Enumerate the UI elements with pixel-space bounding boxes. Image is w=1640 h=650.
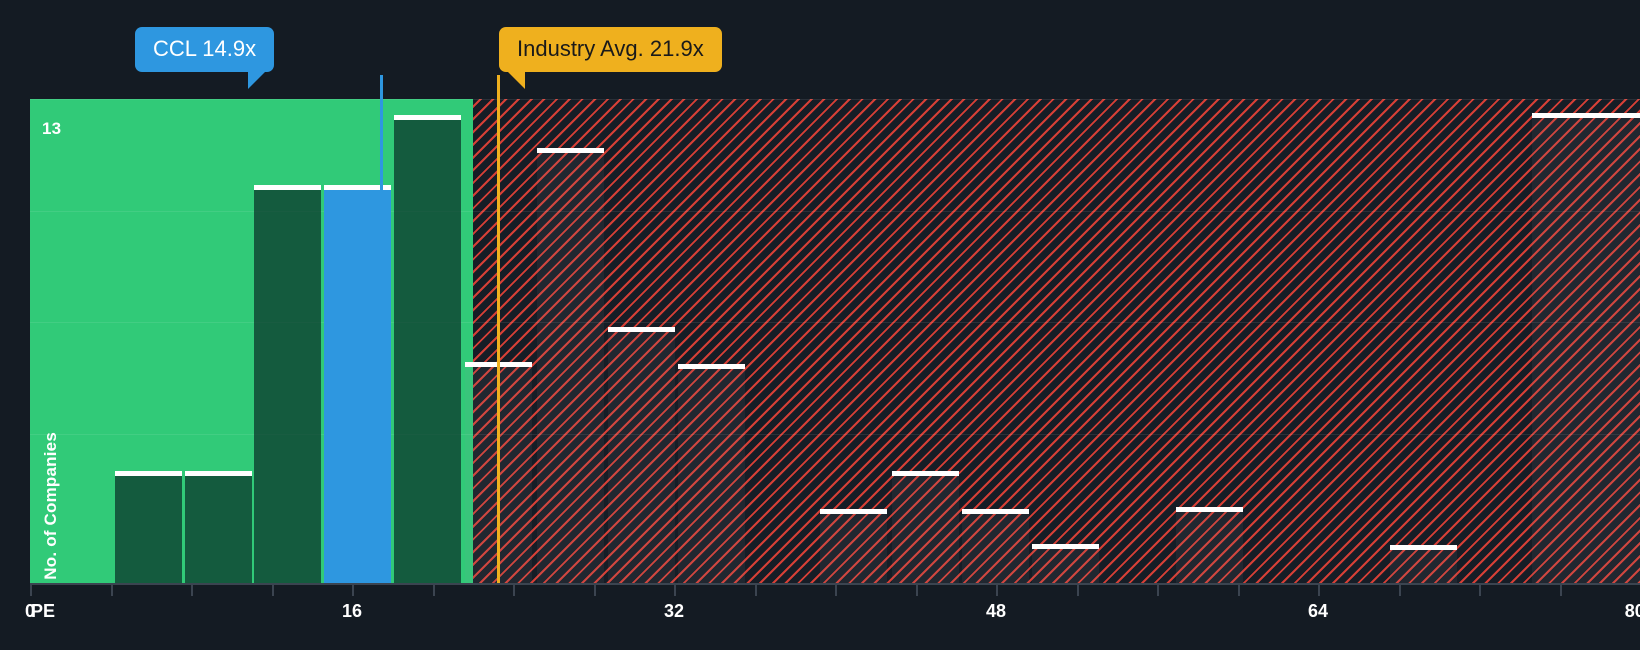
gridline-3: [30, 434, 1640, 435]
bar-body: [115, 476, 182, 583]
bar-cap: [254, 185, 321, 190]
industry-avg-marker-line: [497, 75, 500, 583]
histogram-bar[interactable]: [892, 471, 959, 583]
x-axis-tick: [1560, 585, 1562, 596]
bar-body: [1176, 512, 1243, 583]
industry-avg-callout-label: Industry Avg. 21.9x: [517, 36, 704, 61]
x-axis-tick: [835, 585, 837, 596]
bar-body: [892, 476, 959, 583]
bar-body: [324, 190, 391, 583]
x-axis-tick: [272, 585, 274, 596]
histogram-bar[interactable]: [1532, 113, 1640, 583]
bar-cap: [324, 185, 391, 190]
histogram-bar[interactable]: [394, 115, 461, 583]
histogram-bar[interactable]: [1032, 544, 1099, 583]
x-axis-tick: [191, 585, 193, 596]
x-axis-title: PE: [31, 601, 56, 621]
bar-cap: [892, 471, 959, 476]
x-axis-tick: [352, 585, 354, 596]
x-axis-tick: [594, 585, 596, 596]
histogram-bar[interactable]: [962, 509, 1029, 583]
ccl-callout-tail: [248, 71, 267, 89]
bar-body: [1032, 549, 1099, 583]
bar-body: [962, 514, 1029, 583]
bar-cap: [1176, 507, 1243, 512]
x-axis-tick: [1479, 585, 1481, 596]
bar-body: [820, 514, 887, 583]
x-axis-line: [30, 583, 1640, 585]
histogram-bar[interactable]: [254, 185, 321, 583]
gridline-2: [30, 322, 1640, 323]
bar-body: [394, 120, 461, 583]
bar-body: [608, 332, 675, 583]
histogram-bar[interactable]: [115, 471, 182, 583]
x-axis-tick: [996, 585, 998, 596]
x-axis-tick: [1238, 585, 1240, 596]
bar-cap: [394, 115, 461, 120]
histogram-bar[interactable]: [820, 509, 887, 583]
x-axis-tick: [755, 585, 757, 596]
x-axis-tick-label: 48: [985, 601, 1007, 621]
x-axis-tick-label: 64: [1307, 601, 1329, 621]
histogram-bar[interactable]: [324, 185, 391, 583]
plot-area: [30, 99, 1640, 583]
x-axis-tick: [1077, 585, 1079, 596]
x-axis-tick-label: 32: [663, 601, 685, 621]
overvalued-zone: [473, 99, 1640, 583]
ccl-callout[interactable]: CCL 14.9x: [135, 27, 275, 89]
ccl-callout-label: CCL 14.9x: [153, 36, 257, 61]
x-axis-tick-label: 0: [24, 601, 36, 621]
gridline-0: [30, 99, 1640, 100]
y-axis-title: No. of Companies: [41, 432, 60, 580]
histogram-bar[interactable]: [678, 364, 745, 583]
bar-cap: [1390, 545, 1457, 550]
histogram-bar[interactable]: [537, 148, 604, 583]
x-axis-tick: [1157, 585, 1159, 596]
x-axis-tick-label: 16: [341, 601, 363, 621]
x-axis-tick: [30, 585, 32, 596]
industry-avg-callout[interactable]: Industry Avg. 21.9x: [499, 27, 722, 89]
x-axis-tick: [1318, 585, 1320, 596]
bar-cap: [820, 509, 887, 514]
bar-body: [1390, 550, 1457, 583]
x-axis-tick-label: 80+: [1624, 601, 1640, 621]
bar-cap: [962, 509, 1029, 514]
x-axis-tick: [111, 585, 113, 596]
x-axis-tick: [513, 585, 515, 596]
x-axis-tick: [433, 585, 435, 596]
histogram-bar[interactable]: [1176, 507, 1243, 583]
x-axis-tick: [1399, 585, 1401, 596]
histogram-bar[interactable]: [185, 471, 252, 583]
bar-cap: [185, 471, 252, 476]
bar-body: [254, 190, 321, 583]
bar-cap: [678, 364, 745, 369]
gridline-1: [30, 211, 1640, 212]
bar-cap: [537, 148, 604, 153]
histogram-bar[interactable]: [1390, 545, 1457, 583]
histogram-bar[interactable]: [608, 327, 675, 583]
bar-cap: [1532, 113, 1640, 118]
bar-cap: [1032, 544, 1099, 549]
bar-cap: [608, 327, 675, 332]
ccl-marker-line: [380, 75, 383, 583]
y-axis-max-value: 13: [42, 119, 62, 138]
x-axis-tick: [674, 585, 676, 596]
bar-body: [185, 476, 252, 583]
industry-avg-callout-tail: [507, 71, 525, 89]
bar-cap: [115, 471, 182, 476]
bar-body: [1532, 118, 1640, 583]
bar-body: [537, 153, 604, 583]
bar-body: [678, 369, 745, 583]
x-axis-tick: [916, 585, 918, 596]
